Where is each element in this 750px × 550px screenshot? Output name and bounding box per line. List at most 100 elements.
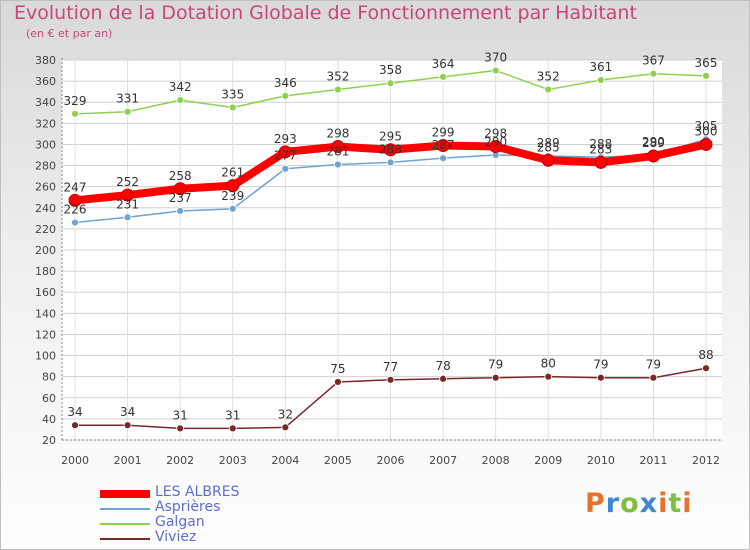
data-label-les-albres-2004: 293 — [274, 132, 297, 146]
data-label-les-albres-2002: 258 — [169, 169, 192, 183]
point-asprieres-2004 — [281, 164, 290, 173]
legend-label-les-albres: LES ALBRES — [155, 484, 240, 500]
point-galgan-2010 — [596, 76, 605, 84]
data-label-viviez-2012: 88 — [698, 348, 713, 362]
x-tick-label-2001: 2001 — [114, 454, 142, 467]
point-les-albres-2008 — [489, 140, 503, 154]
point-viviez-2011 — [649, 373, 658, 382]
proxiti-logo: Proxiti — [585, 488, 693, 519]
data-label-galgan-2012: 365 — [695, 56, 718, 70]
y-tick-label-20: 20 — [42, 434, 56, 447]
point-les-albres-2006 — [384, 143, 397, 157]
y-tick-label-80: 80 — [42, 371, 56, 384]
x-tick-label-2000: 2000 — [61, 454, 89, 467]
point-galgan-2005 — [334, 85, 342, 94]
point-viviez-2004 — [281, 423, 290, 432]
point-galgan-2001 — [123, 107, 132, 116]
point-viviez-2009 — [544, 372, 553, 381]
data-label-asprieres-2006: 283 — [379, 142, 402, 156]
legend-label-aspriere: Asprières — [155, 499, 221, 515]
logo-letter: x — [639, 488, 659, 519]
point-les-albres-2012 — [699, 137, 713, 151]
data-label-les-albres-2007: 299 — [432, 126, 455, 140]
data-label-asprieres-2005: 281 — [326, 145, 349, 159]
data-label-viviez-2009: 80 — [541, 357, 556, 371]
data-label-galgan-2001: 331 — [116, 92, 139, 106]
y-tick-label-380: 380 — [35, 54, 56, 67]
y-tick-label-140: 140 — [35, 307, 56, 320]
point-galgan-2004 — [281, 91, 290, 100]
data-label-viviez-2003: 31 — [225, 408, 240, 422]
y-tick-label-320: 320 — [35, 117, 56, 130]
point-les-albres-2005 — [331, 140, 345, 154]
legend-swatch-galgan — [100, 523, 150, 525]
data-label-les-albres-2003: 261 — [221, 166, 244, 180]
point-viviez-2008 — [491, 373, 500, 382]
chart-title: Evolution de la Dotation Globale de Fonc… — [14, 2, 637, 24]
point-galgan-2007 — [439, 72, 447, 81]
point-les-albres-2010 — [594, 155, 608, 169]
legend-swatch-les-albres — [100, 490, 150, 498]
point-les-albres-2000 — [68, 193, 82, 207]
data-label-viviez-2005: 75 — [330, 362, 345, 376]
point-asprieres-2003 — [228, 204, 237, 213]
data-label-viviez-2011: 79 — [646, 358, 661, 372]
data-label-les-albres-2011: 289 — [642, 136, 665, 150]
data-label-viviez-2002: 31 — [173, 408, 188, 422]
point-les-albres-2002 — [173, 182, 187, 196]
data-label-viviez-2010: 79 — [593, 358, 608, 372]
data-label-viviez-2007: 78 — [435, 359, 450, 373]
data-label-galgan-2006: 358 — [379, 63, 402, 77]
x-tick-label-2007: 2007 — [429, 454, 457, 467]
y-tick-label-100: 100 — [35, 350, 56, 363]
y-tick-label-120: 120 — [35, 328, 56, 341]
y-tick-label-160: 160 — [35, 286, 56, 299]
point-viviez-2002 — [176, 424, 185, 433]
data-label-viviez-2001: 34 — [120, 405, 135, 419]
x-tick-label-2004: 2004 — [271, 454, 299, 467]
data-label-les-albres-2000: 247 — [64, 180, 87, 194]
data-label-viviez-2008: 79 — [488, 358, 503, 372]
data-label-viviez-2004: 32 — [278, 407, 293, 421]
axes: 20 40 60 80 100 120 140 160 180 200 220 240 260 280 30… — [35, 54, 722, 467]
point-les-albres-2011 — [646, 149, 660, 163]
x-tick-label-2002: 2002 — [166, 454, 194, 467]
point-asprieres-2002 — [176, 207, 185, 215]
data-label-asprieres-2007: 287 — [432, 138, 455, 152]
y-tick-label-360: 360 — [35, 75, 56, 88]
data-label-asprieres-2000: 226 — [64, 203, 87, 217]
y-tick-label-40: 40 — [42, 413, 56, 426]
x-tick-label-2011: 2011 — [639, 454, 667, 467]
data-labels: 34 34 31 31 32 75 77 78 79 80 79 79 88 329 331 342 335 34… — [64, 51, 718, 423]
y-tick-label-280: 280 — [35, 160, 56, 173]
data-label-galgan-2002: 342 — [169, 80, 192, 94]
data-label-asprieres-2004: 277 — [274, 149, 297, 163]
logo-letter: r — [605, 488, 621, 519]
point-les-albres-2003 — [226, 179, 240, 193]
data-label-viviez-2000: 34 — [67, 405, 82, 419]
x-tick-label-2006: 2006 — [377, 454, 405, 467]
point-asprieres-2000 — [71, 218, 79, 227]
data-label-les-albres-2012: 300 — [695, 124, 718, 138]
logo-letter: i — [658, 488, 669, 519]
data-label-galgan-2010: 361 — [589, 60, 612, 74]
data-label-galgan-2011: 367 — [642, 54, 665, 68]
data-label-asprieres-2009: 289 — [537, 136, 560, 150]
x-tick-label-2012: 2012 — [692, 454, 720, 467]
data-label-galgan-2005: 352 — [326, 70, 349, 84]
point-galgan-2011 — [649, 69, 658, 78]
point-viviez-2010 — [596, 373, 605, 382]
point-viviez-2001 — [123, 421, 132, 430]
x-tick-label-2010: 2010 — [587, 454, 615, 467]
data-label-asprieres-2002: 237 — [169, 191, 192, 205]
y-tick-label-300: 300 — [35, 138, 56, 151]
data-label-les-albres-2008: 298 — [484, 127, 507, 141]
logo-letter: i — [682, 488, 693, 519]
y-tick-label-340: 340 — [35, 96, 56, 109]
point-viviez-2005 — [334, 378, 342, 386]
data-label-asprieres-2011: 290 — [642, 135, 665, 149]
point-galgan-2003 — [228, 103, 237, 112]
point-les-albres-2007 — [436, 139, 450, 152]
point-galgan-2002 — [176, 96, 185, 105]
